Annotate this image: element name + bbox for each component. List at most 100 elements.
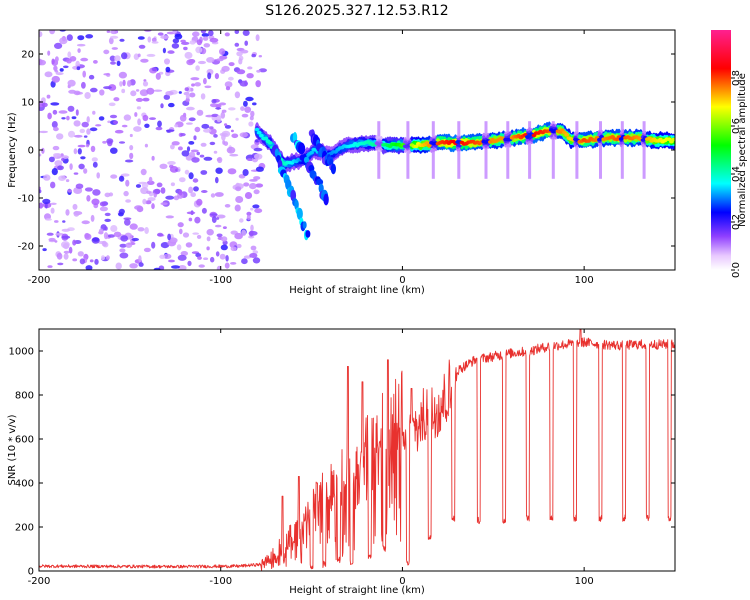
noise-blob bbox=[119, 243, 127, 248]
noise-blob bbox=[129, 152, 134, 160]
noise-blob bbox=[188, 172, 194, 180]
noise-blob bbox=[115, 262, 122, 270]
noise-blob bbox=[105, 255, 110, 260]
noise-blob bbox=[84, 232, 90, 239]
noise-blob bbox=[98, 116, 105, 121]
noise-blob bbox=[246, 158, 252, 161]
noise-blob bbox=[55, 72, 64, 76]
noise-blob bbox=[247, 66, 253, 70]
colorbar-ticks: 0.0 0.2 0.4 0.6 0.8 bbox=[731, 70, 742, 278]
noise-blob bbox=[194, 216, 201, 224]
noise-blob bbox=[69, 163, 73, 171]
noise-blob bbox=[101, 255, 105, 261]
noise-blob bbox=[50, 181, 56, 189]
noise-blob bbox=[216, 214, 226, 219]
noise-blob bbox=[83, 168, 88, 174]
noise-blob bbox=[121, 124, 128, 128]
noise-blob bbox=[151, 37, 157, 43]
noise-blob bbox=[140, 168, 147, 176]
noise-blob bbox=[241, 258, 248, 265]
noise-blob bbox=[172, 30, 178, 34]
dropout-streak bbox=[642, 121, 646, 179]
dropout-streak bbox=[484, 121, 488, 179]
ridge-cell bbox=[671, 137, 675, 142]
ridge-cell bbox=[426, 143, 432, 148]
noise-blob bbox=[226, 146, 236, 154]
noise-blob bbox=[240, 106, 245, 111]
spectrogram-ridge bbox=[254, 121, 675, 241]
noise-blob bbox=[137, 53, 141, 58]
noise-blob bbox=[106, 30, 111, 33]
snr-frame bbox=[38, 328, 676, 572]
noise-blob bbox=[160, 187, 166, 194]
noise-blob bbox=[155, 126, 163, 131]
noise-blob bbox=[249, 183, 257, 190]
noise-blob bbox=[170, 182, 175, 187]
noise-blob bbox=[250, 207, 254, 211]
noise-blob bbox=[178, 265, 187, 270]
colorbar-tick-label: 0.0 bbox=[731, 262, 742, 278]
noise-blob bbox=[53, 65, 58, 72]
noise-blob bbox=[118, 141, 126, 144]
noise-blob bbox=[218, 102, 227, 106]
noise-blob bbox=[209, 213, 218, 216]
branch-blob bbox=[302, 221, 307, 229]
noise-blob bbox=[99, 89, 105, 96]
noise-blob bbox=[140, 58, 149, 63]
noise-blob bbox=[198, 264, 205, 268]
noise-blob bbox=[109, 35, 119, 39]
y-tick-label: 1000 bbox=[9, 347, 34, 358]
noise-blob bbox=[125, 179, 130, 187]
noise-blob bbox=[85, 34, 94, 39]
noise-blob bbox=[216, 217, 220, 220]
noise-blob bbox=[114, 55, 121, 62]
branch-blob bbox=[274, 148, 279, 158]
noise-blob bbox=[185, 242, 193, 248]
noise-blob bbox=[228, 76, 234, 81]
x-tick-label: -100 bbox=[209, 275, 232, 286]
noise-blob bbox=[131, 237, 139, 242]
noise-blob bbox=[181, 41, 190, 46]
noise-blob bbox=[234, 91, 241, 99]
noise-blob bbox=[157, 232, 164, 237]
noise-blob bbox=[185, 97, 190, 103]
noise-blob bbox=[253, 189, 260, 195]
noise-blob bbox=[57, 165, 64, 171]
snr-x-label: Height of straight line (km) bbox=[289, 585, 425, 596]
noise-blob bbox=[186, 122, 193, 125]
noise-blob bbox=[206, 228, 214, 236]
noise-blob bbox=[90, 214, 95, 222]
noise-blob bbox=[54, 42, 63, 50]
noise-blob bbox=[138, 255, 142, 263]
noise-blob bbox=[133, 126, 142, 132]
noise-blob bbox=[209, 37, 219, 43]
colorbar-tick-label: 0.4 bbox=[731, 166, 742, 182]
noise-blob bbox=[54, 160, 63, 167]
noise-blob bbox=[55, 56, 59, 62]
noise-blob bbox=[208, 30, 214, 37]
noise-blob bbox=[130, 90, 137, 97]
noise-blob bbox=[183, 46, 188, 51]
noise-blob bbox=[215, 167, 223, 174]
noise-blob bbox=[244, 40, 248, 46]
noise-blob bbox=[143, 247, 151, 253]
noise-blob bbox=[195, 46, 203, 54]
noise-blob bbox=[234, 204, 241, 212]
noise-blob bbox=[53, 126, 59, 132]
noise-blob bbox=[215, 176, 219, 184]
noise-blob bbox=[180, 39, 186, 43]
noise-blob bbox=[135, 97, 144, 102]
noise-blob bbox=[210, 256, 215, 263]
noise-blob bbox=[239, 132, 248, 138]
noise-blob bbox=[63, 253, 69, 260]
noise-blob bbox=[246, 211, 252, 216]
noise-blob bbox=[256, 69, 261, 73]
noise-blob bbox=[71, 116, 77, 120]
dropout-streak bbox=[506, 121, 510, 179]
noise-blob bbox=[160, 103, 164, 109]
y-tick-label: -20 bbox=[18, 242, 34, 253]
noise-blob bbox=[235, 182, 240, 188]
noise-blob bbox=[146, 190, 152, 194]
noise-blob bbox=[113, 97, 120, 102]
